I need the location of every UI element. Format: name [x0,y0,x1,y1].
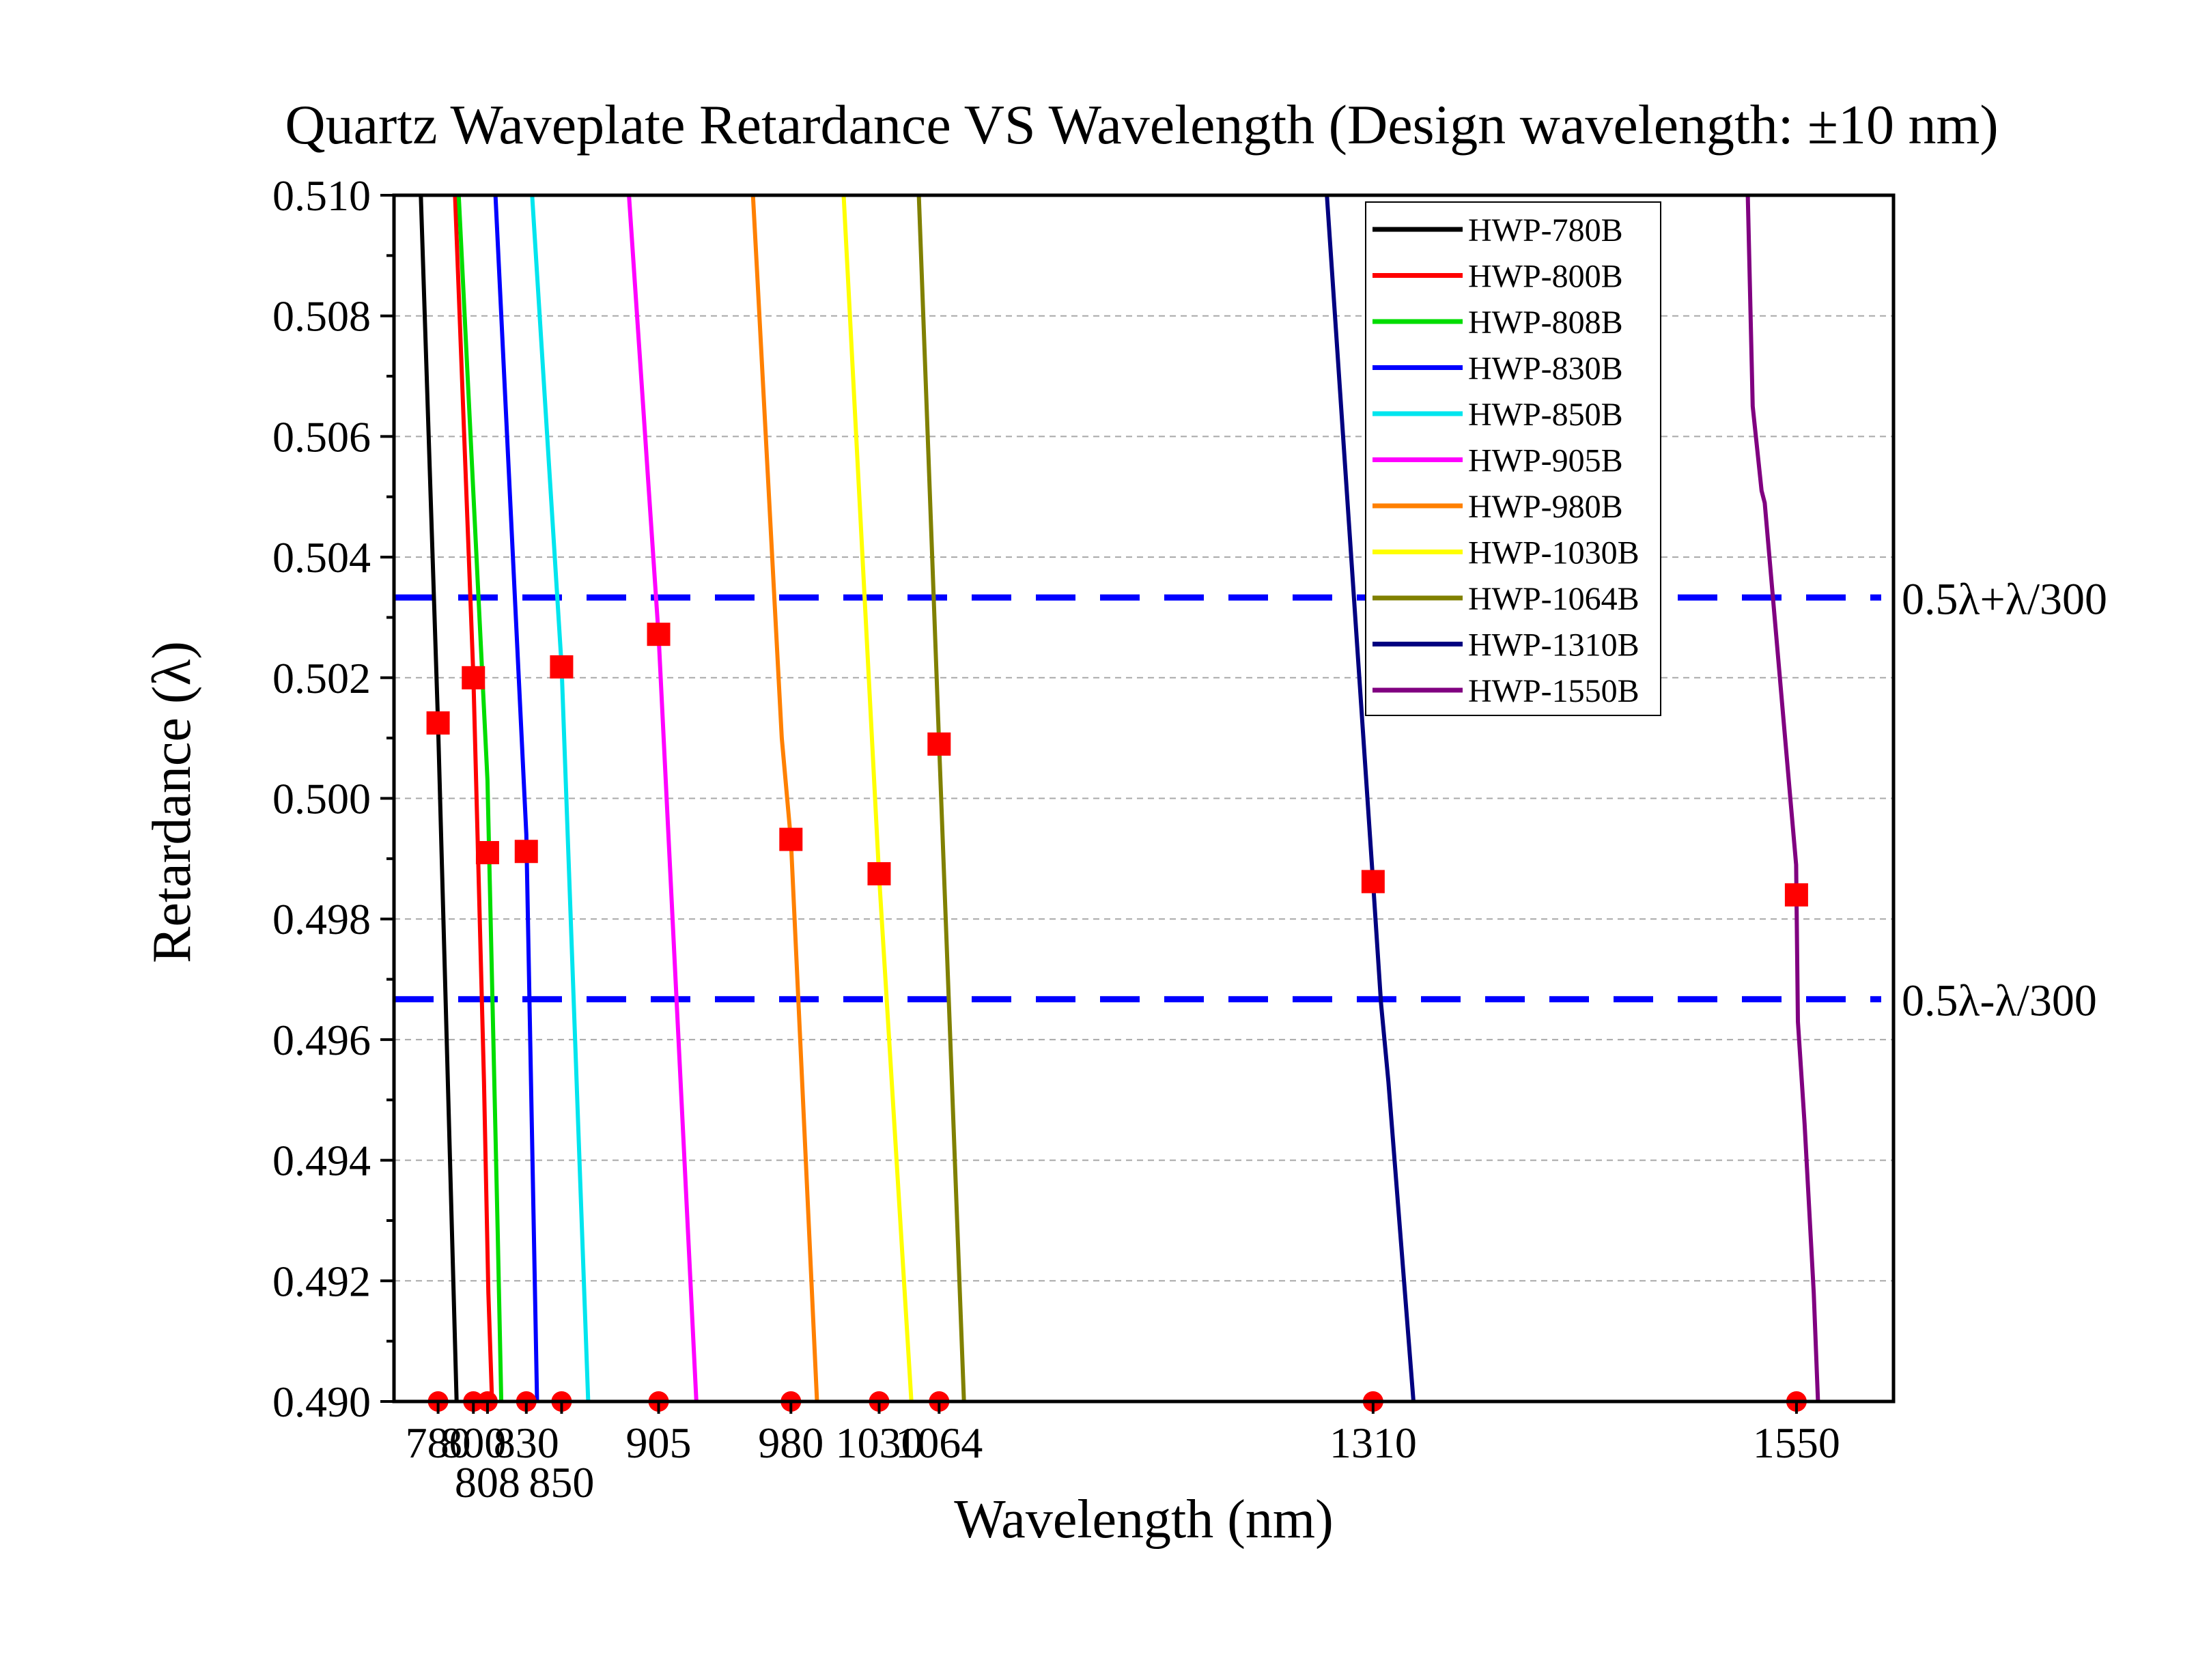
y-tick-label: 0.496 [272,1016,371,1064]
design-point-marker [1784,883,1808,907]
x-tick-label: 905 [626,1419,692,1467]
design-point-marker [462,666,485,689]
y-tick-label: 0.508 [272,292,371,341]
legend-label: HWP-1064B [1468,581,1639,617]
legend-label: HWP-1310B [1468,627,1639,664]
y-tick-label: 0.510 [272,171,371,220]
design-point-marker [426,711,450,735]
legend-label: HWP-830B [1468,351,1623,387]
design-point-marker [927,732,951,756]
design-point-marker [1361,870,1385,894]
design-point-marker [475,841,499,865]
reference-label: 0.5λ-λ/300 [1902,976,2097,1026]
y-tick-label: 0.500 [272,775,371,823]
series-line [1745,195,1820,1402]
x-tick-label: 808 [455,1458,520,1507]
chart-title: Quartz Waveplate Retardance VS Wavelengt… [285,94,1998,156]
legend-label: HWP-808B [1468,304,1623,341]
y-tick-label: 0.502 [272,654,371,702]
legend: HWP-780B HWP-800B HWP-808B HWP-830B HWP-850B… [1365,201,1661,716]
design-point-marker [867,862,891,885]
series-lines [419,195,1820,1402]
legend-label: HWP-850B [1468,397,1623,433]
x-tick-label: 830 [494,1419,559,1467]
y-tick-label: 0.492 [272,1257,371,1305]
design-point-marker [647,623,671,646]
y-tick-label: 0.494 [272,1137,371,1185]
series-line [1325,195,1416,1402]
y-axis-title: Retardance (λ) [142,641,202,963]
x-tick-label: 1064 [895,1419,983,1467]
y-tick-label: 0.506 [272,412,371,461]
x-tick-label: 780 [406,1419,471,1467]
legend-label: HWP-1030B [1468,535,1639,571]
legend-label: HWP-1550B [1468,673,1639,709]
y-axis: 0.510 0.508 0.506 0.504 0.502 0.500 0.498 0.496… [272,171,394,1426]
series-line [456,195,504,1402]
series-line [453,195,494,1402]
legend-label: HWP-980B [1468,489,1623,525]
legend-label: HWP-905B [1468,443,1623,479]
series-line [750,195,819,1402]
legend-label: HWP-800B [1468,259,1623,295]
y-tick-label: 0.490 [272,1378,371,1426]
x-tick-label: 850 [529,1458,594,1507]
data-markers [426,623,1808,1412]
x-tick-label: 1310 [1329,1419,1417,1467]
y-tick-label: 0.504 [272,533,371,582]
x-tick-label: 980 [758,1419,824,1467]
x-tick-label: 1550 [1753,1419,1840,1467]
reference-label: 0.5λ+λ/300 [1902,574,2107,624]
design-point-marker [550,655,574,679]
x-tick-label: 1030 [835,1419,923,1467]
x-axis-title: Wavelength (nm) [954,1490,1334,1550]
design-point-marker [779,827,803,851]
y-tick-label: 0.498 [272,895,371,943]
design-point-marker [514,840,538,864]
series-line [493,195,539,1402]
x-tick-label: 800 [440,1419,506,1467]
legend-label: HWP-780B [1468,212,1623,248]
